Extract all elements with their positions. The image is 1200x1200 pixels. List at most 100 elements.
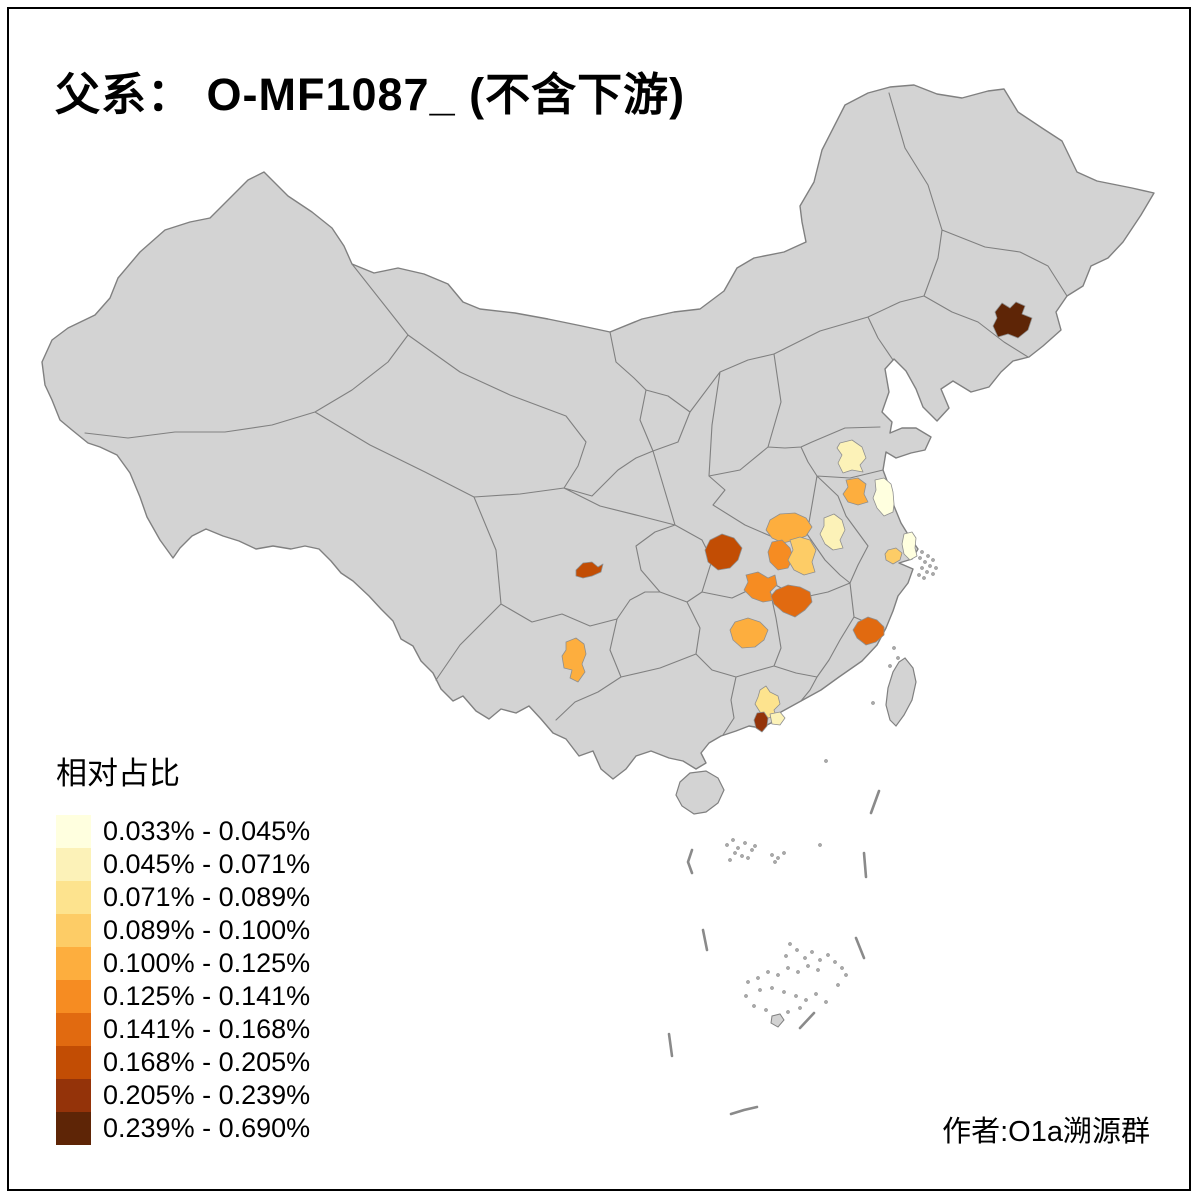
panel-frame (7, 7, 1191, 1191)
islet-dot (804, 998, 808, 1002)
islet-dot (784, 954, 788, 958)
legend-row: 0.205% - 0.239% (56, 1079, 310, 1112)
islet-dot (794, 994, 798, 998)
legend-swatch (56, 914, 91, 947)
islet-dot (753, 844, 757, 848)
region-yunnan-kunming (561, 637, 587, 683)
south-china-sea-islands (725, 550, 938, 1014)
legend-label: 0.205% - 0.239% (103, 1080, 311, 1110)
islet-dot (931, 558, 935, 562)
region-anhui-hefei (819, 513, 846, 551)
islet-dot (796, 970, 800, 974)
region-shanghai (901, 531, 918, 561)
islet-dot (776, 973, 780, 977)
islet-dot (744, 994, 748, 998)
islet-dot (810, 950, 814, 954)
islet-dot (752, 1004, 756, 1008)
islet-dot (918, 556, 922, 560)
legend-label: 0.141% - 0.168% (103, 1014, 311, 1044)
legend-swatch (56, 815, 91, 848)
islet-dot (798, 1006, 802, 1010)
legend-rows: 0.033% - 0.045% 0.045% - 0.071% 0.071% - 0… (56, 815, 310, 1145)
region-jiangsu-suzhou (884, 547, 903, 565)
legend-label: 0.168% - 0.205% (103, 1047, 311, 1077)
taiwan-island (885, 657, 917, 727)
islet-dot (782, 990, 786, 994)
legend-row: 0.100% - 0.125% (56, 947, 310, 980)
region-hunan-central (729, 617, 769, 649)
islet-dot (836, 983, 840, 987)
legend-row: 0.071% - 0.089% (56, 881, 310, 914)
islet-dot (826, 953, 830, 957)
legend-row: 0.045% - 0.071% (56, 848, 310, 881)
legend-swatch (56, 1046, 91, 1079)
islet-dot (934, 566, 938, 570)
choropleth-regions (561, 301, 1033, 733)
legend-row: 0.125% - 0.141% (56, 980, 310, 1013)
islet-dot (806, 964, 810, 968)
islet-dot (926, 554, 930, 558)
legend-swatch (56, 1079, 91, 1112)
legend-label: 0.089% - 0.100% (103, 915, 311, 945)
islet-dot (728, 858, 732, 862)
legend-swatch (56, 1013, 91, 1046)
region-hunan-yueyang (770, 584, 813, 618)
islet-dot (833, 960, 837, 964)
islet-dot (776, 856, 780, 860)
islet-dot (824, 1000, 828, 1004)
hainan-island (675, 770, 725, 815)
legend-label: 0.125% - 0.141% (103, 981, 311, 1011)
region-jiangsu-yancheng (872, 477, 895, 517)
islet-dot (923, 560, 927, 564)
region-sichuan-yaan (575, 561, 604, 579)
islet-dot (818, 843, 822, 847)
legend-row: 0.239% - 0.690% (56, 1112, 310, 1145)
islet-dot (871, 701, 875, 705)
islet-dot (931, 572, 935, 576)
legend-swatch (56, 947, 91, 980)
region-henan-south (765, 512, 813, 544)
legend-swatch (56, 848, 91, 881)
islet-dot (731, 838, 735, 842)
legend-row: 0.141% - 0.168% (56, 1013, 310, 1046)
province-borders (84, 92, 1068, 736)
legend-label: 0.071% - 0.089% (103, 882, 311, 912)
islet-dot (896, 656, 900, 660)
islet-dot (917, 573, 921, 577)
region-shandong-south (836, 439, 867, 474)
region-hubei-northwest (767, 539, 794, 571)
legend-swatch (56, 881, 91, 914)
legend-swatch (56, 980, 91, 1013)
islet-dot (892, 646, 896, 650)
legend: 相对占比 0.033% - 0.045% 0.045% - 0.071% 0.071… (56, 748, 310, 1145)
islet-dot (725, 843, 729, 847)
islet-dot (770, 853, 774, 857)
islet-dot (786, 966, 790, 970)
islet-dot (746, 856, 750, 860)
islet-dot (795, 948, 799, 952)
spratly-islet (770, 1013, 785, 1028)
islet-dot (844, 973, 848, 977)
china-mainland (41, 84, 1155, 780)
legend-label: 0.100% - 0.125% (103, 948, 311, 978)
legend-row: 0.089% - 0.100% (56, 914, 310, 947)
islet-dot (758, 988, 762, 992)
islet-dot (888, 664, 892, 668)
legend-title: 相对占比 (56, 756, 180, 791)
region-jilin-southeast (992, 301, 1033, 339)
islet-dot (746, 980, 750, 984)
figure-title: 父系： O-MF1087_ (不含下游) (55, 69, 686, 120)
islet-dot (782, 851, 786, 855)
region-fujian-ningde (852, 616, 885, 646)
attribution-text: 作者:O1a溯源群 (942, 1116, 1150, 1148)
islet-dot (922, 576, 926, 580)
islet-dot (733, 851, 737, 855)
islet-dot (814, 992, 818, 996)
islet-dot (766, 970, 770, 974)
islet-dot (920, 566, 924, 570)
region-guangdong-pearl-dark (753, 711, 769, 733)
region-hubei-northeast (787, 536, 817, 576)
nine-dash-line (667, 789, 881, 1116)
islet-dot (920, 550, 924, 554)
